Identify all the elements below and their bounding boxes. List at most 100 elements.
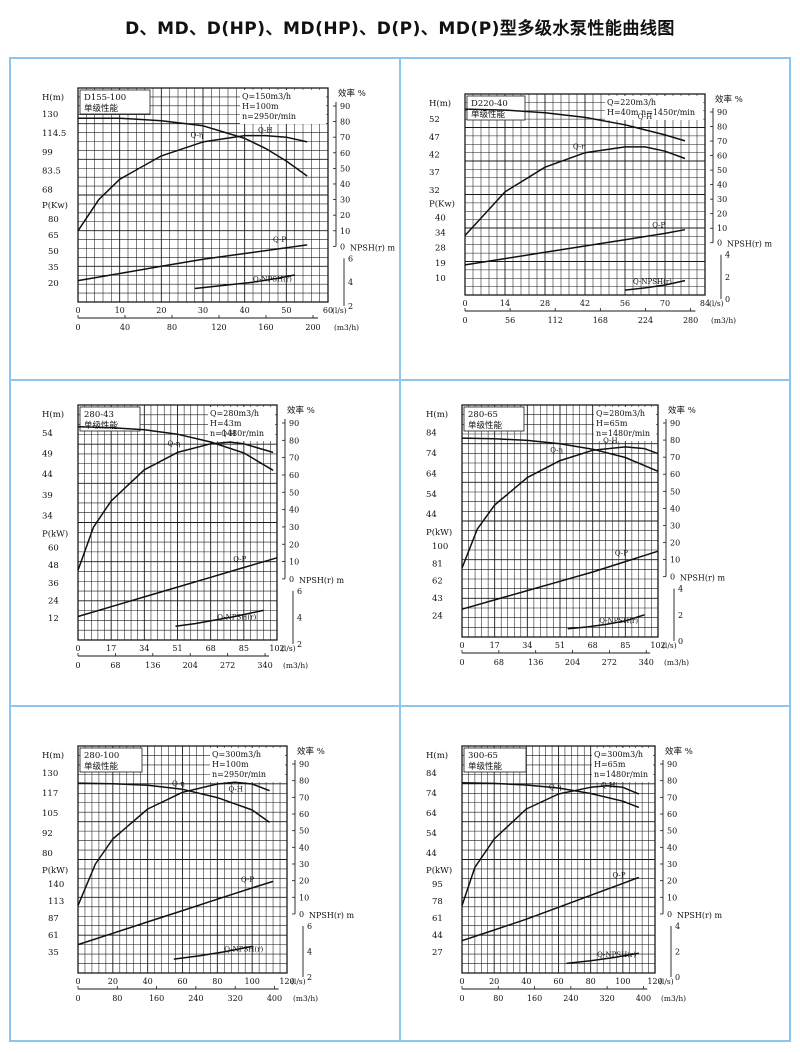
curve-q-h xyxy=(78,117,308,177)
h-tick-label: 44 xyxy=(426,510,437,520)
x-m3h-tick-label: 204 xyxy=(565,658,580,667)
eff-tick-label: 90 xyxy=(289,419,299,428)
eff-tick-label: 90 xyxy=(667,760,677,769)
title-box xyxy=(79,747,143,773)
spec-box xyxy=(605,96,703,120)
npsh-tick-label: 2 xyxy=(307,973,312,982)
x-ls-tick-label: 20 xyxy=(489,977,499,986)
x-ls-tick-label: 0 xyxy=(459,977,464,986)
spec-line: n=1480r/min xyxy=(594,770,648,779)
eff-tick-label: 90 xyxy=(670,419,680,428)
x-m3h-tick-label: 240 xyxy=(563,994,578,1003)
p-tick-label: 24 xyxy=(48,596,59,606)
spec-line: n=2950r/min xyxy=(242,112,296,121)
curve-label: Q-P xyxy=(273,236,286,244)
grid-border xyxy=(464,93,706,296)
h-tick-label: 64 xyxy=(426,809,437,819)
spec-box xyxy=(208,407,275,441)
x-ls-tick-label: 40 xyxy=(143,977,153,986)
npsh-tick-label: 2 xyxy=(725,273,730,282)
curve-q-eta xyxy=(461,784,640,906)
spec-line: Q=150m3/h xyxy=(242,92,291,101)
curve-label: Q-H xyxy=(258,126,272,134)
x-ls-unit: (l/s) xyxy=(709,299,724,308)
x-ls-tick-label: 0 xyxy=(459,641,464,650)
eff-tick-label: 80 xyxy=(670,436,680,445)
curve-q-p xyxy=(77,880,274,946)
curve-q-p xyxy=(461,550,659,610)
npsh-tick-label: 2 xyxy=(297,640,302,649)
x-ls-unit: (l/s) xyxy=(332,306,347,315)
x-ls-tick-label: 85 xyxy=(239,644,249,653)
x-ls-tick-label: 30 xyxy=(198,306,208,315)
x-ls-tick-label: 14 xyxy=(500,299,510,308)
curve-q-eta xyxy=(77,441,274,571)
model-subtitle: 单级性能 xyxy=(468,420,503,431)
x-m3h-tick-label: 120 xyxy=(211,323,226,332)
npsh-tick-label: 6 xyxy=(348,254,353,263)
eff-tick-label: 40 xyxy=(299,843,309,852)
x-ls-tick-label: 34 xyxy=(522,641,532,650)
eff-tick-label: 60 xyxy=(289,471,299,480)
x-ls-tick-label: 10 xyxy=(115,306,125,315)
p-axis-label: P(kW) xyxy=(42,529,68,540)
curve-label: Q-H xyxy=(221,430,235,438)
curve-q-p xyxy=(77,244,308,282)
eff-tick-label: 70 xyxy=(670,453,680,462)
npsh-tick-label: 0 xyxy=(678,637,683,646)
model-subtitle: 单级性能 xyxy=(84,420,119,431)
curve-label: Q-η xyxy=(549,783,562,791)
curve-q-h xyxy=(77,782,271,824)
npsh-axis-label: NPSH(r) m xyxy=(677,911,722,920)
x-m3h-tick-label: 400 xyxy=(636,994,651,1003)
grid-border xyxy=(77,745,288,974)
p-tick-label: 50 xyxy=(48,247,59,257)
eff-tick-label: 0 xyxy=(717,239,722,248)
grid-border xyxy=(77,87,329,303)
npsh-tick-label: 4 xyxy=(307,947,312,956)
eff-axis-label: 效率 % xyxy=(338,88,366,99)
x-m3h-tick-label: 400 xyxy=(267,994,282,1003)
x-m3h-unit: (m3/h) xyxy=(711,316,736,325)
spec-line: H=40m n=1450r/min xyxy=(607,108,695,117)
spec-line: Q=280m3/h xyxy=(210,409,259,418)
x-ls-tick-label: 102 xyxy=(650,641,665,650)
h-tick-label: 68 xyxy=(42,185,53,195)
x-ls-unit: (l/s) xyxy=(659,977,674,986)
eff-tick-label: 70 xyxy=(289,454,299,463)
npsh-tick-label: 2 xyxy=(348,302,353,311)
p-tick-label: 35 xyxy=(48,263,59,273)
curve-q-npshr xyxy=(173,945,253,960)
curve-label: Q-NPSH(r) xyxy=(217,614,256,622)
p-tick-label: 81 xyxy=(432,559,443,569)
eff-tick-label: 80 xyxy=(299,777,309,786)
spec-line: Q=220m3/h xyxy=(607,98,656,107)
eff-axis-label: 效率 % xyxy=(715,94,743,105)
x-m3h-unit: (m3/h) xyxy=(283,661,308,670)
curve-q-eta xyxy=(77,134,308,232)
curve-label: Q-η xyxy=(550,446,563,454)
spec-line: Q=300m3/h xyxy=(594,750,643,759)
npsh-axis-label: NPSH(r) m xyxy=(680,574,725,583)
model-subtitle: 单级性能 xyxy=(468,761,503,772)
grid-border xyxy=(461,404,659,638)
x-ls-tick-label: 70 xyxy=(660,299,670,308)
h-tick-label: 83.5 xyxy=(42,167,61,177)
x-m3h-tick-label: 160 xyxy=(258,323,273,332)
curve-label: Q-P xyxy=(233,556,246,564)
p-tick-label: 61 xyxy=(48,931,59,941)
curve-q-npshr xyxy=(175,609,264,628)
npsh-tick-label: 6 xyxy=(307,922,312,931)
eff-tick-label: 20 xyxy=(299,877,309,886)
eff-tick-label: 0 xyxy=(340,242,345,251)
spec-line: H=43m xyxy=(210,419,242,428)
eff-tick-label: 60 xyxy=(299,810,309,819)
p-tick-label: 80 xyxy=(48,215,59,225)
npsh-tick-label: 0 xyxy=(725,295,730,304)
x-m3h-tick-label: 80 xyxy=(112,994,122,1003)
curve-q-p xyxy=(77,557,278,618)
eff-tick-label: 0 xyxy=(667,910,672,919)
